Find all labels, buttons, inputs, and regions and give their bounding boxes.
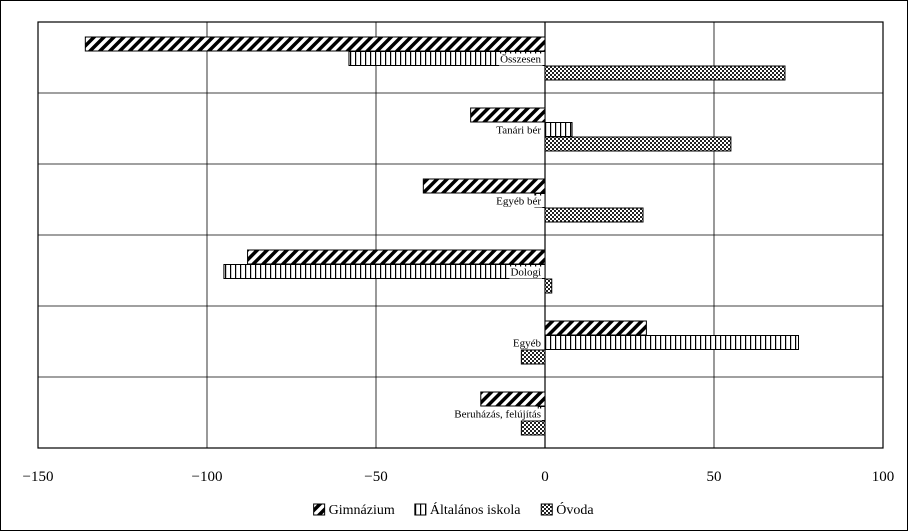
category-label: Beruházás, felújítás [454,409,541,421]
bar-checker [544,136,732,152]
category-label-background [495,195,543,208]
bar-vertical-hatch [223,264,546,279]
bar-checker [544,65,786,81]
bars-layer [84,36,799,436]
legend: Gimnázium Általános iskola Óvoda [313,501,594,518]
bar-vertical-hatch [544,122,573,137]
bar-vertical-hatch [348,51,546,66]
x-tick-label: −50 [364,469,387,485]
category-labels: Összesen Tanári bér Egyéb bér Dologi Egyéb Be… [453,53,543,421]
category-label-background [499,53,543,66]
x-tick-label: −150 [23,469,54,485]
x-tick-label: −100 [192,469,223,485]
legend-label: Óvoda [556,501,594,518]
category-label-background [511,337,543,350]
x-axis-ticks: −150 −100 −50 0 50 100 [23,469,895,485]
category-label: Egyéb bér [496,196,541,208]
category-label: Egyéb [513,338,542,350]
x-tick-label: 0 [541,469,549,485]
category-label-background [453,408,542,421]
bar-diagonal-hatch [247,249,546,265]
category-label-background [495,124,543,137]
legend-label: Általános iskola [430,501,521,518]
bar-diagonal-hatch [544,320,647,336]
bar-diagonal-hatch [470,107,546,123]
category-label: Összesen [500,54,541,66]
bar-diagonal-hatch [84,36,546,52]
bar-checker [544,278,553,294]
bar-checker [520,349,546,365]
x-tick-label: 100 [872,469,895,485]
bar-diagonal-hatch [480,391,546,407]
legend-label: Gimnázium [329,503,395,518]
bar-checker [520,420,546,436]
category-label: Dologi [510,267,541,279]
bar-vertical-hatch [544,335,799,350]
legend-swatch-checker [540,503,553,516]
legend-swatch-vertical-hatch [414,503,427,516]
category-label: Tanári bér [496,125,541,137]
x-tick-label: 50 [707,469,722,485]
plot-area-border [37,21,884,449]
category-label-background [509,266,542,279]
bar-checker [544,207,644,223]
bar-diagonal-hatch [422,178,546,194]
legend-swatch-diagonal-hatch [313,503,326,516]
grid-layer [37,21,884,449]
